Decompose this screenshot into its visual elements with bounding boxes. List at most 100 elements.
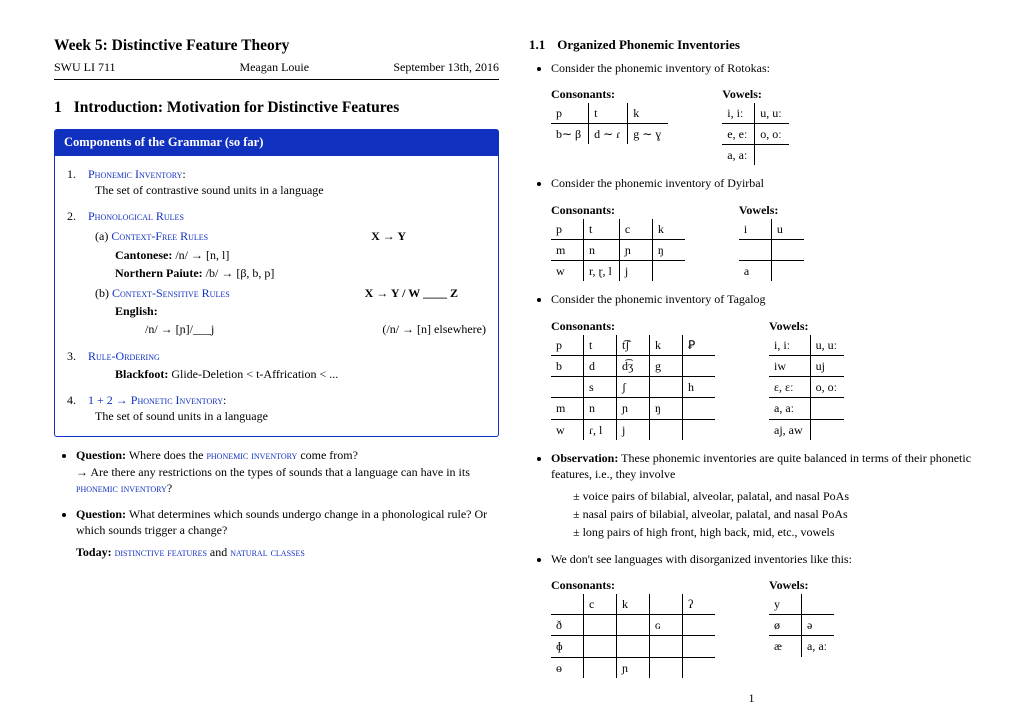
table-cell: k [652, 219, 685, 240]
obs-sub-1: ± voice pairs of bilabial, alveolar, pal… [573, 488, 974, 504]
table-cell: u, uː [755, 103, 789, 124]
bad-inventory: Consonants: ck ʔð ɢ ɸ ɵ ɲ Vowels: y øəæa… [551, 577, 974, 678]
box-body: 1. Phonemic Inventory: The set of contra… [54, 156, 499, 437]
table-cell [551, 594, 584, 615]
table-cell: h [683, 377, 716, 398]
table-cell: ɵ [551, 657, 584, 678]
table-cell: y [769, 594, 802, 615]
table-cell: u, uː [810, 335, 844, 356]
course-code: SWU LI 711 [54, 59, 201, 75]
phonological-rules-label: Phonological Rules [88, 209, 184, 223]
table-cell: w [551, 261, 584, 282]
tagalog-vow-table: i, iːu, uːiwujɛ, ɛːo, oːa, aː aj, aw [769, 335, 844, 440]
table-cell [650, 636, 683, 657]
table-cell: p [551, 103, 589, 124]
bad-vowels: Vowels: y øəæa, aː [769, 577, 834, 678]
table-cell: ð [551, 615, 584, 636]
table-cell [683, 398, 716, 419]
table-cell: ɲ [619, 240, 652, 261]
table-cell [755, 145, 789, 166]
table-cell: iw [769, 355, 810, 376]
table-cell: d͡ʒ [617, 355, 650, 376]
table-cell: ɢ [650, 615, 683, 636]
observation-bullet: Observation: These phonemic inventories … [551, 450, 974, 567]
header-rule [54, 79, 499, 80]
dyirbal-item: Consider the phonemic inventory of Dyirb… [551, 175, 974, 191]
header-meta: SWU LI 711 Meagan Louie September 13th, … [54, 59, 499, 75]
table-cell: o, oː [755, 124, 789, 145]
table-cell: ə [802, 615, 835, 636]
observation-item: Observation: These phonemic inventories … [551, 450, 974, 541]
table-cell: e, eː [722, 124, 755, 145]
table-cell: g [650, 355, 683, 376]
table-cell: ʔ [683, 594, 716, 615]
table-cell: ʃ [617, 377, 650, 398]
table-cell: i [739, 219, 772, 240]
context-free-label: Context-Free Rules [111, 229, 208, 243]
table-cell: g ∼ ɣ [628, 124, 669, 145]
table-cell: a, aː [769, 398, 810, 419]
item1-desc: The set of contrastive sound units in a … [95, 182, 486, 198]
dyirbal-bullet: Consider the phonemic inventory of Dyirb… [551, 175, 974, 191]
rule-b-schema: X → Y / W ____ Z [365, 285, 458, 301]
tagalog-cons-table: ptt͡ʃkꝐbdd͡ʒg sʃ hmnɲŋ wɾ, lj [551, 335, 715, 440]
question-1: Question: Where does the phonemic invent… [76, 447, 499, 496]
rotokas-cons-table: ptkb∼ βd ∼ ɾg ∼ ɣ [551, 103, 668, 144]
observation-subitems: ± voice pairs of bilabial, alveolar, pal… [551, 488, 974, 541]
page-number: 1 [529, 690, 974, 706]
table-cell: t͡ʃ [617, 335, 650, 356]
grammar-box: Components of the Grammar (so far) 1. Ph… [54, 129, 499, 437]
table-cell [551, 377, 584, 398]
table-cell: k [628, 103, 669, 124]
table-cell: ɲ [617, 398, 650, 419]
rotokas-vowels: Vowels: i, iːu, uːe, eːo, oːa, aː [722, 86, 788, 166]
question-2: Question: What determines which sounds u… [76, 506, 499, 561]
box-title: Components of the Grammar (so far) [54, 129, 499, 156]
table-cell: b∼ β [551, 124, 589, 145]
table-cell: t [589, 103, 628, 124]
table-cell: æ [769, 636, 802, 657]
obs-sub-3: ± long pairs of high front, high back, m… [573, 524, 974, 540]
table-cell: m [551, 240, 584, 261]
table-cell: ɾ, l [584, 419, 617, 440]
bad-consonants: Consonants: ck ʔð ɢ ɸ ɵ ɲ [551, 577, 715, 678]
table-cell: i, iː [722, 103, 755, 124]
section-heading: 1Introduction: Motivation for Distinctiv… [54, 98, 499, 119]
negative-item: We don't see languages with disorganized… [551, 551, 974, 567]
right-bullets: Consider the phonemic inventory of Rotok… [551, 60, 974, 76]
dyirbal-consonants: Consonants: ptckmnɲŋwr, ɽ, lj [551, 202, 685, 282]
rotokas-inventory: Consonants: ptkb∼ βd ∼ ɾg ∼ ɣ Vowels: i,… [551, 86, 974, 166]
table-cell [771, 240, 804, 261]
table-cell [650, 377, 683, 398]
table-cell [650, 419, 683, 440]
table-cell: p [551, 219, 584, 240]
table-cell: m [551, 398, 584, 419]
table-cell: ŋ [650, 398, 683, 419]
rule-ordering-label: Rule-Ordering [88, 349, 160, 363]
table-cell: n [584, 398, 617, 419]
date: September 13th, 2016 [348, 59, 499, 75]
table-cell [683, 615, 716, 636]
table-cell [810, 419, 844, 440]
table-cell: Ꝑ [683, 335, 716, 356]
rotokas-consonants: Consonants: ptkb∼ βd ∼ ɾg ∼ ɣ [551, 86, 668, 166]
table-cell: k [617, 594, 650, 615]
rotokas-item: Consider the phonemic inventory of Rotok… [551, 60, 974, 76]
grammar-item-3: 3. Rule-Ordering [67, 348, 486, 364]
table-cell: ø [769, 615, 802, 636]
table-cell: ŋ [652, 240, 685, 261]
right-column: 1.1Organized Phonemic Inventories Consid… [529, 36, 974, 703]
table-cell [584, 615, 617, 636]
table-cell: n [584, 240, 620, 261]
table-cell: a [739, 261, 772, 282]
table-cell: a, aː [802, 636, 835, 657]
table-cell: o, oː [810, 377, 844, 398]
phonetic-inventory-label: Phonetic Inventory [131, 393, 223, 407]
obs-sub-2: ± nasal pairs of bilabial, alveolar, pal… [573, 506, 974, 522]
dyirbal-cons-table: ptckmnɲŋwr, ɽ, lj [551, 219, 685, 282]
table-cell [771, 261, 804, 282]
cantonese-example: Cantonese: /n/ → [n, l] [115, 247, 486, 263]
table-cell: uj [810, 355, 844, 376]
bad-vow-table: y øəæa, aː [769, 594, 834, 657]
table-cell [617, 636, 650, 657]
